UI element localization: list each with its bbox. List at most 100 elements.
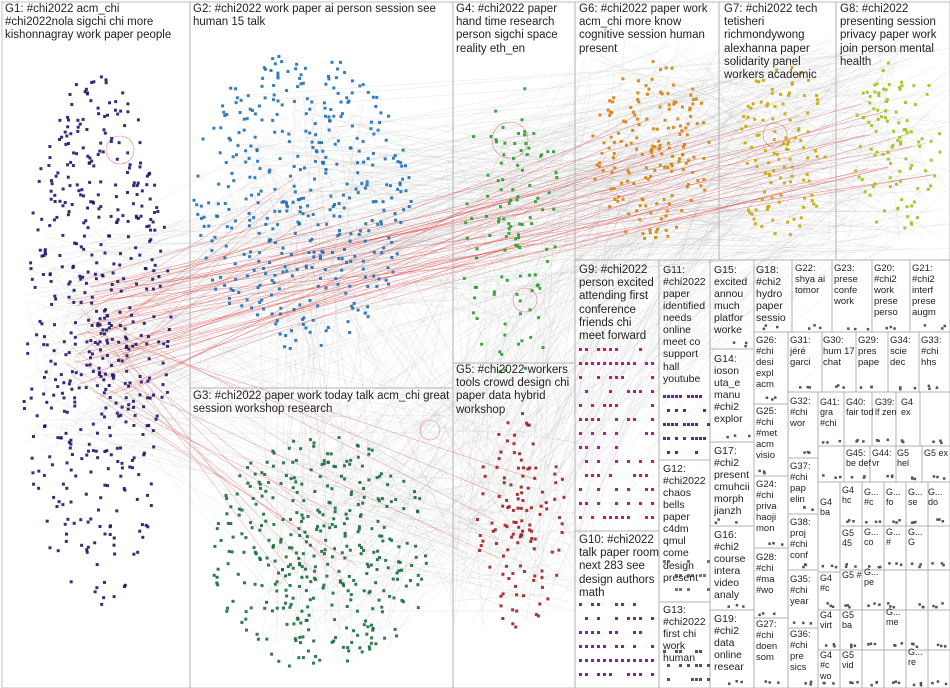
graph-node [613,166,617,170]
graph-node [816,98,820,102]
graph-node [284,474,288,477]
graph-node [126,171,129,174]
graph-edge-highlight [67,134,871,304]
graph-node [289,533,293,537]
graph-node [356,503,360,506]
graph-node [316,304,320,308]
graph-edge [848,98,872,203]
graph-node [865,521,868,524]
graph-node [760,225,764,229]
graph-node [669,162,673,166]
graph-edge [534,205,667,578]
graph-node [393,154,397,158]
graph-node [651,502,654,505]
graph-node [337,256,341,260]
graph-node [936,518,939,521]
graph-node [636,98,640,101]
graph-node [297,222,301,226]
graph-node [43,335,46,339]
graph-node [529,540,533,543]
graph-node [932,604,935,608]
graph-node [495,140,498,144]
graph-node [839,475,842,479]
graph-node [99,331,103,335]
graph-node [340,268,344,272]
graph-node [142,405,146,409]
graph-node [942,477,946,480]
graph-edge [311,105,586,475]
graph-node [615,418,618,421]
graph-edge [325,123,488,452]
graph-node [240,620,244,624]
graph-node [670,66,674,70]
graph-node [404,584,408,588]
graph-edge [111,182,337,372]
graph-node [166,340,170,344]
graph-edge-highlight [123,353,286,565]
graph-node [823,681,826,685]
group-border [905,569,929,611]
graph-node [703,437,706,440]
graph-node [916,186,920,190]
graph-node [56,171,60,175]
graph-node [244,610,248,614]
graph-node [852,520,855,523]
graph-node [553,497,557,501]
graph-node [610,111,614,115]
graph-edge [751,57,911,113]
graph-node [707,664,710,667]
graph-node [639,617,642,620]
graph-node [307,613,311,617]
graph-node [249,144,253,148]
graph-node [361,501,365,505]
graph-node [276,223,280,227]
graph-node [313,569,317,573]
graph-edge [543,92,655,470]
graph-node [69,442,73,446]
graph-node [256,201,260,205]
graph-node [679,664,682,667]
graph-edge [40,184,486,384]
graph-edge [308,50,802,553]
graph-node [675,409,678,412]
graph-node [786,142,790,146]
graph-node [515,593,519,597]
graph-node [615,603,618,606]
graph-node [333,547,337,551]
group-border [843,445,871,483]
graph-node [142,453,146,457]
graph-node [149,238,153,242]
graph-node [101,150,105,154]
graph-node [603,659,606,662]
graph-node [579,659,582,662]
graph-node [517,233,520,237]
graph-node [293,190,297,194]
graph-node [557,548,561,552]
graph-node [335,162,339,166]
graph-node [803,196,807,200]
graph-edge [52,373,487,562]
graph-node [258,167,262,171]
graph-node [249,250,252,254]
graph-node [585,460,588,463]
graph-node [691,423,694,426]
graph-edge [73,250,154,253]
graph-node [499,188,503,192]
graph-node [343,531,347,535]
graph-node [324,538,328,542]
graph-node [35,414,39,418]
graph-node [777,200,781,204]
graph-node [283,265,287,269]
graph-node [887,83,891,86]
graph-node [615,432,618,435]
graph-node [347,574,351,578]
graph-node [579,502,582,505]
graph-node [154,417,158,421]
graph-node [899,179,902,183]
graph-edge [327,156,558,295]
graph-edge [496,222,898,227]
graph-node [54,174,58,178]
graph-node [881,152,885,156]
graph-node [299,641,302,645]
graph-edge [144,424,336,490]
